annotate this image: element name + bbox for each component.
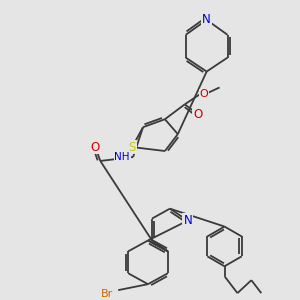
Text: O: O [200,89,208,99]
Text: O: O [91,141,100,154]
Text: S: S [128,141,136,154]
Text: NH: NH [114,152,130,162]
Text: Br: Br [101,289,113,299]
Text: N: N [202,14,211,26]
Text: O: O [193,108,202,121]
Text: N: N [183,214,192,227]
